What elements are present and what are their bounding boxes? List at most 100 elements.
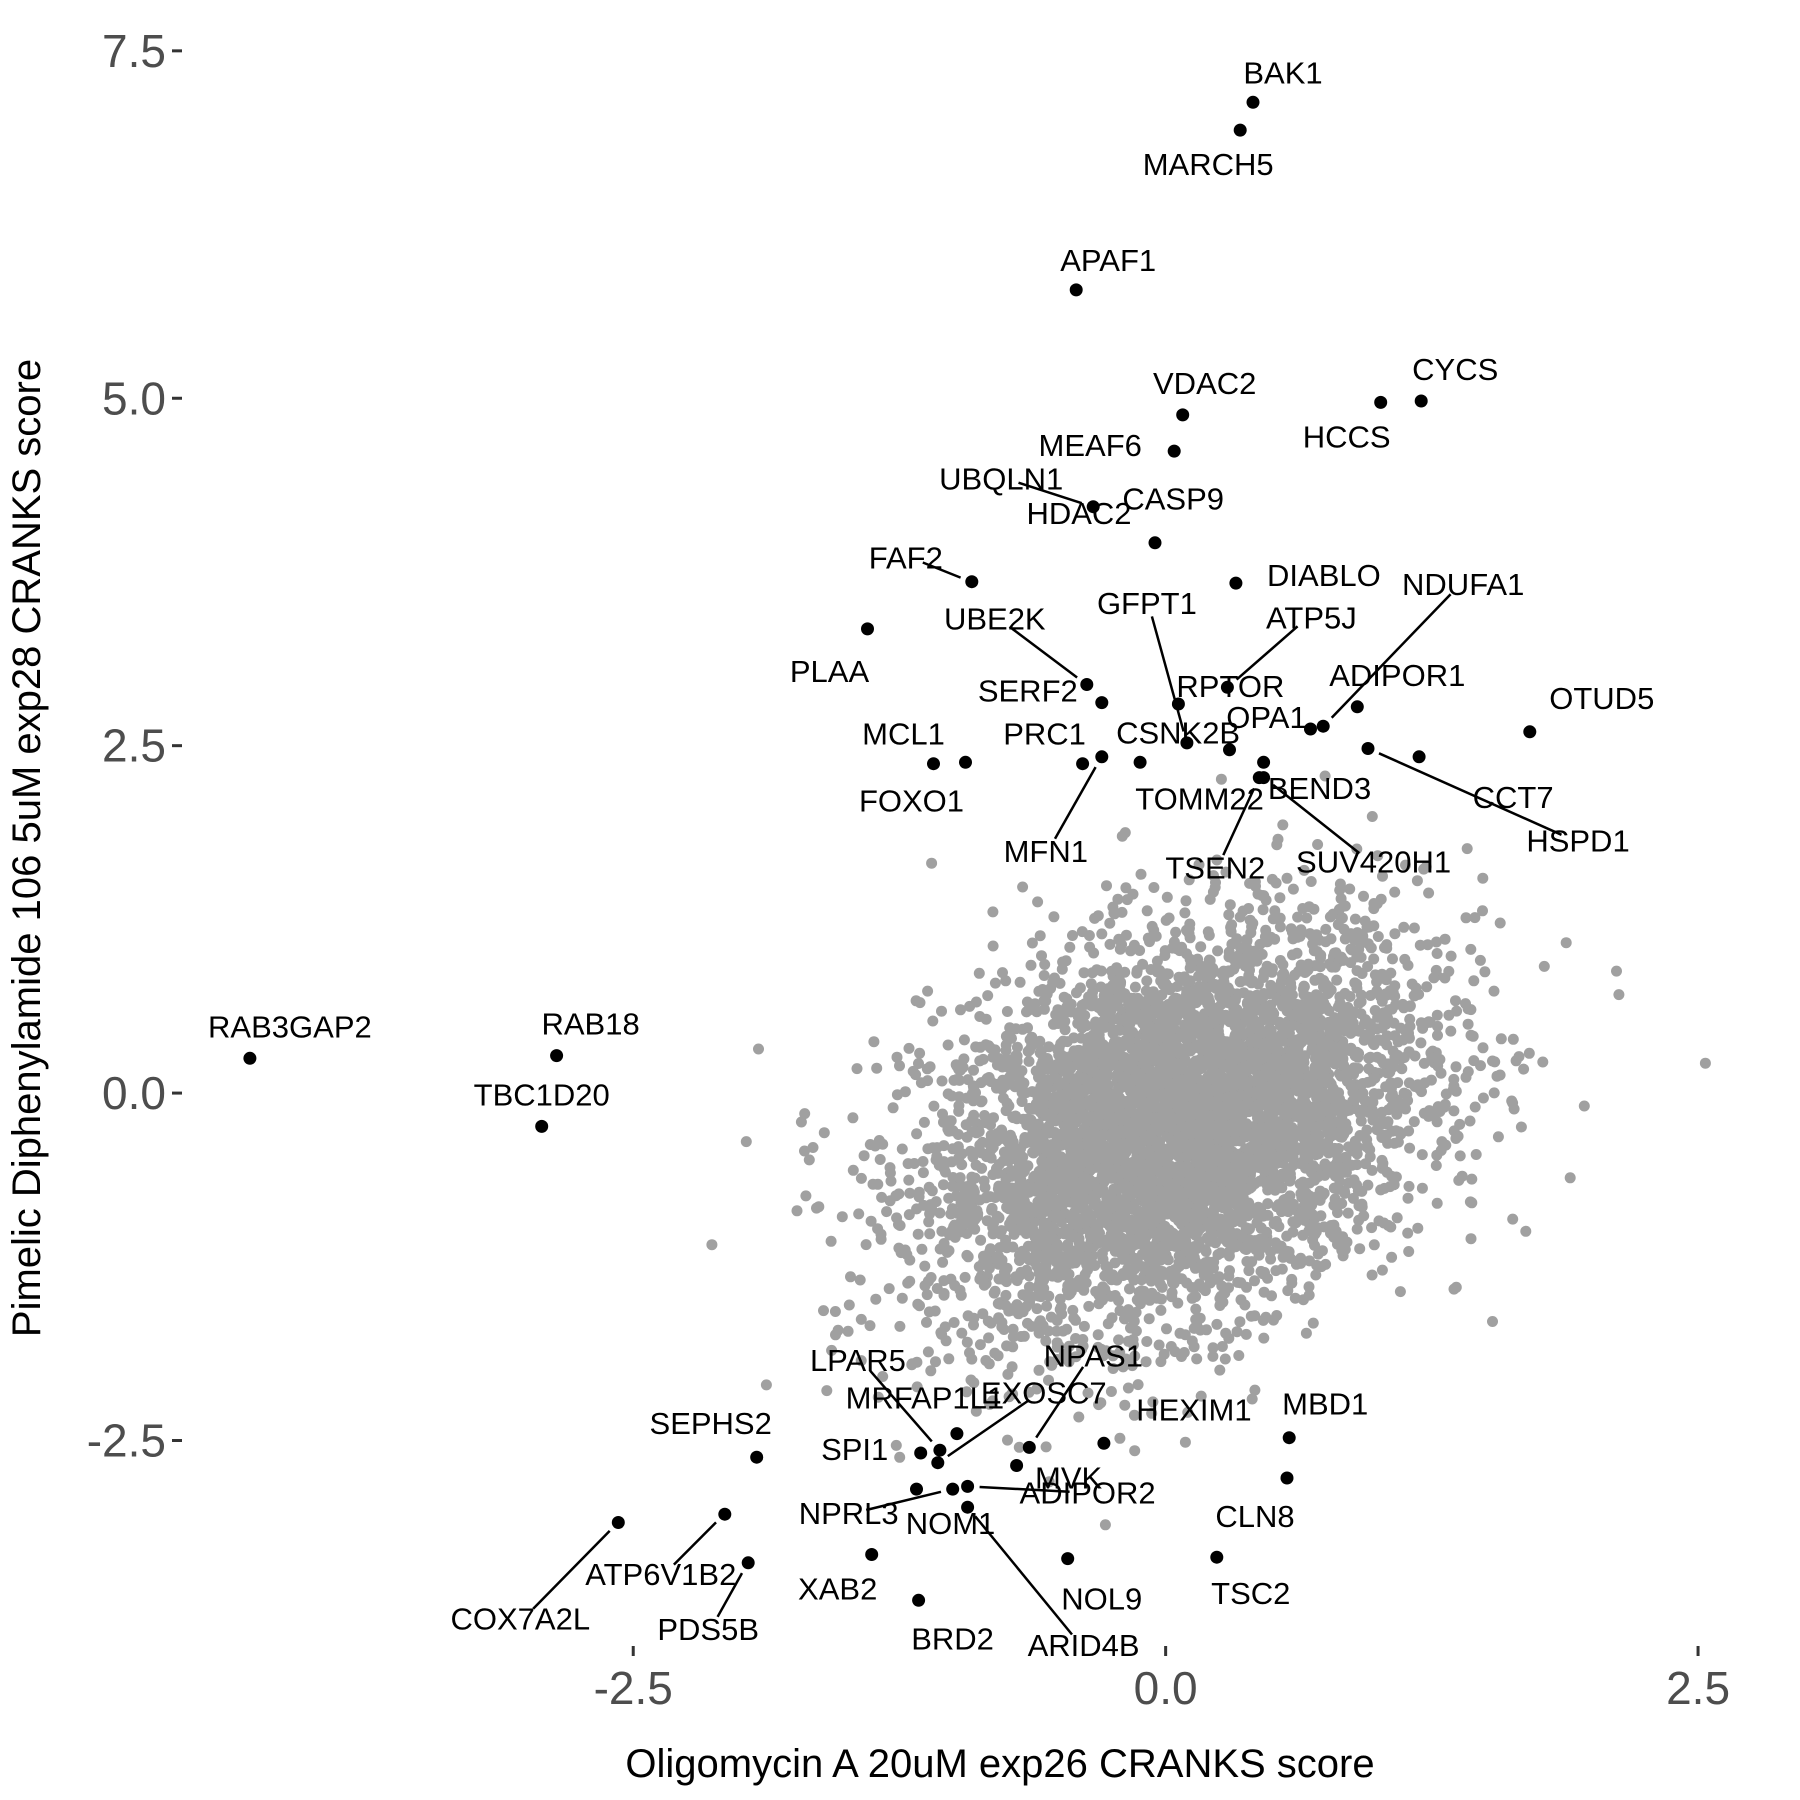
background-point [1523, 1047, 1535, 1059]
background-point [1057, 1035, 1069, 1047]
background-point [1241, 936, 1253, 948]
background-point [1274, 892, 1286, 904]
background-point [1381, 939, 1393, 951]
background-point [1312, 1171, 1324, 1183]
background-point [1078, 967, 1090, 979]
background-point [1462, 1066, 1474, 1078]
background-point [986, 1132, 997, 1144]
background-point [1026, 1086, 1038, 1098]
background-point [1219, 1353, 1231, 1365]
background-point [1095, 1104, 1107, 1116]
background-point [1254, 1243, 1266, 1255]
background-point [1275, 1019, 1286, 1031]
background-point [1083, 1036, 1095, 1048]
background-point [1082, 1387, 1094, 1399]
background-point [1038, 1142, 1050, 1154]
background-point [881, 1206, 893, 1218]
background-point [894, 1060, 905, 1072]
background-point [1160, 914, 1172, 926]
background-point [1118, 1081, 1130, 1093]
background-point [1242, 1210, 1254, 1222]
background-point [1141, 1336, 1153, 1347]
background-point [1362, 938, 1374, 950]
background-point [1210, 877, 1221, 888]
background-point [1161, 1323, 1172, 1335]
background-point [1095, 965, 1107, 977]
background-point [1216, 1341, 1228, 1352]
background-point [1223, 985, 1235, 997]
background-point [1371, 898, 1383, 910]
background-point [939, 1166, 951, 1178]
background-point [1089, 912, 1101, 924]
background-point [952, 1141, 964, 1153]
background-point [1285, 923, 1297, 935]
background-point [1445, 1025, 1457, 1037]
background-point [1139, 1264, 1151, 1275]
background-point [1119, 827, 1131, 839]
background-point [821, 1385, 833, 1397]
background-point [1207, 1342, 1219, 1354]
background-point [1207, 1350, 1219, 1362]
background-point [1376, 1118, 1388, 1130]
background-point [1318, 1143, 1330, 1155]
background-point [1305, 1164, 1317, 1176]
background-point [1179, 1329, 1191, 1341]
background-point [978, 1279, 990, 1291]
background-point [872, 1391, 884, 1403]
background-point [1381, 1039, 1393, 1051]
background-point [934, 1157, 946, 1169]
background-point [1283, 1107, 1295, 1119]
background-point [1209, 1127, 1220, 1139]
background-point [1378, 1057, 1389, 1069]
background-point [874, 1154, 886, 1165]
background-point [1368, 1239, 1380, 1251]
background-point [1362, 961, 1374, 972]
background-point [1155, 1356, 1167, 1368]
background-point [1280, 1085, 1292, 1097]
background-point [1110, 1090, 1122, 1101]
background-point [1338, 1059, 1350, 1071]
background-point [1307, 1209, 1318, 1220]
background-point [1249, 1310, 1261, 1322]
background-point [1033, 1364, 1045, 1376]
background-point [1331, 974, 1343, 986]
background-point [1158, 1110, 1170, 1122]
background-point [1203, 1084, 1215, 1096]
background-point [1061, 993, 1073, 1005]
background-point [1183, 874, 1195, 886]
background-point [1088, 947, 1100, 959]
background-point [1195, 1390, 1207, 1402]
background-point [1699, 1057, 1711, 1069]
background-point [847, 1112, 859, 1124]
background-point [1035, 1291, 1047, 1303]
background-point [1343, 1104, 1355, 1116]
background-point [1114, 1305, 1126, 1317]
background-point [968, 1319, 979, 1331]
background-point [1125, 1322, 1136, 1334]
background-point [1538, 960, 1550, 972]
background-point [1202, 1256, 1214, 1268]
background-point [1308, 1110, 1320, 1122]
background-point [1145, 1275, 1157, 1287]
background-point [968, 1377, 980, 1389]
background-point [1134, 1208, 1146, 1220]
background-point [1363, 1063, 1375, 1075]
background-point [1127, 1339, 1139, 1351]
background-point [924, 1061, 936, 1073]
background-point [1117, 1206, 1129, 1218]
background-point [1296, 1053, 1308, 1065]
background-point [956, 1327, 968, 1339]
background-point [1088, 1056, 1100, 1068]
background-point [989, 977, 1001, 989]
background-point [871, 1062, 883, 1074]
background-point [899, 1086, 911, 1098]
background-point [1474, 954, 1486, 966]
background-point [1376, 1132, 1388, 1143]
background-point [1297, 1093, 1309, 1105]
background-point [987, 906, 999, 918]
background-point [1246, 1181, 1257, 1193]
background-point [970, 1405, 982, 1417]
background-point [996, 1225, 1007, 1237]
background-point [1403, 1046, 1415, 1058]
background-point [1032, 896, 1044, 908]
